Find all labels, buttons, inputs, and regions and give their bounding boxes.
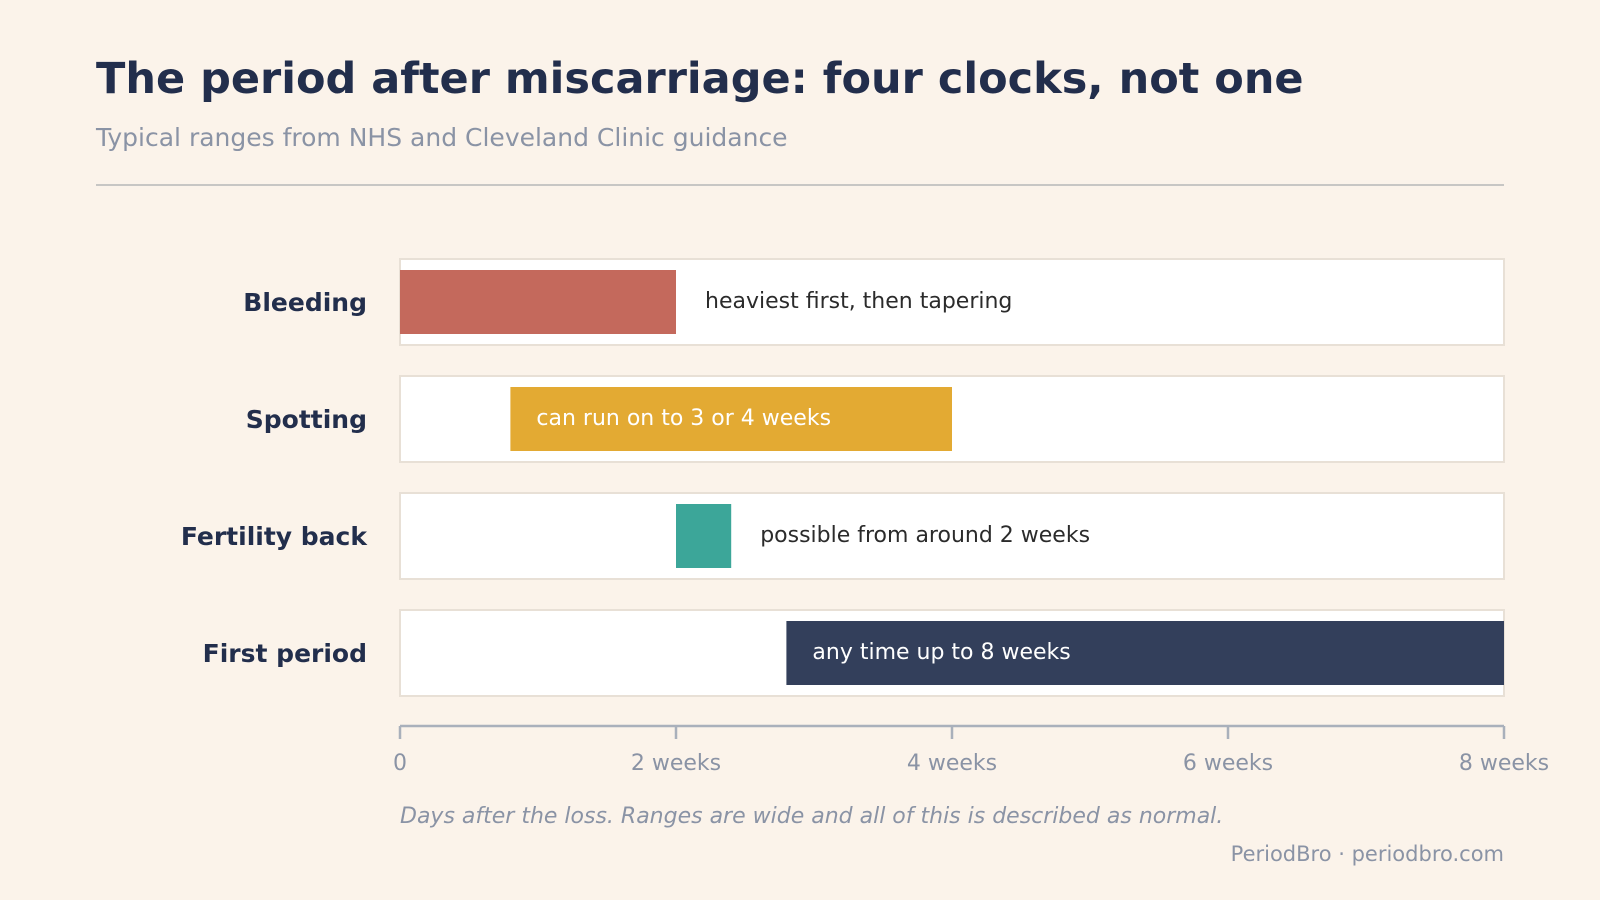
- row-bleeding: Bleeding heaviest first, then tapering: [243, 258, 1505, 346]
- bar-first-period: [786, 621, 1504, 685]
- chart-rows: Bleeding heaviest first, then tapering Spo…: [181, 258, 1505, 697]
- bar-annotation-spotting: can run on to 3 or 4 weeks: [536, 406, 831, 431]
- row-first-period: First period any time up to 8 weeks: [203, 609, 1505, 697]
- bar-spotting: [510, 387, 952, 451]
- bar-annotation-fertility-back: possible from around 2 weeks: [760, 523, 1090, 548]
- chart-subtitle: Typical ranges from NHS and Cleveland Cl…: [95, 123, 788, 152]
- bar-fertility-back: [676, 504, 732, 568]
- row-spotting: Spotting can run on to 3 or 4 weeks: [246, 375, 1505, 463]
- chart-title: The period after miscarriage: four clock…: [96, 54, 1304, 104]
- bar-annotation-first-period: any time up to 8 weeks: [812, 640, 1070, 665]
- bar-bleeding: [400, 270, 676, 334]
- credit: PeriodBro · periodbro.com: [1231, 842, 1504, 866]
- x-tick-label-1: 2 weeks: [631, 751, 721, 776]
- x-tick-label-4: 8 weeks: [1459, 751, 1549, 776]
- x-axis-note: Days after the loss. Ranges are wide and…: [400, 804, 1223, 829]
- row-label-fertility-back: Fertility back: [181, 522, 369, 551]
- row-label-spotting: Spotting: [246, 405, 367, 434]
- row-label-bleeding: Bleeding: [243, 288, 367, 317]
- row-track-fertility-back: [399, 492, 1505, 580]
- x-tick-label-2: 4 weeks: [907, 751, 997, 776]
- x-axis: 0 2 weeks 4 weeks 6 weeks 8 weeks: [393, 724, 1549, 776]
- bar-annotation-bleeding: heaviest first, then tapering: [705, 289, 1012, 314]
- x-tick-label-0: 0: [393, 751, 407, 776]
- row-label-first-period: First period: [203, 639, 367, 668]
- x-tick-label-3: 6 weeks: [1183, 751, 1273, 776]
- row-fertility-back: Fertility back possible from around 2 wee…: [181, 492, 1505, 580]
